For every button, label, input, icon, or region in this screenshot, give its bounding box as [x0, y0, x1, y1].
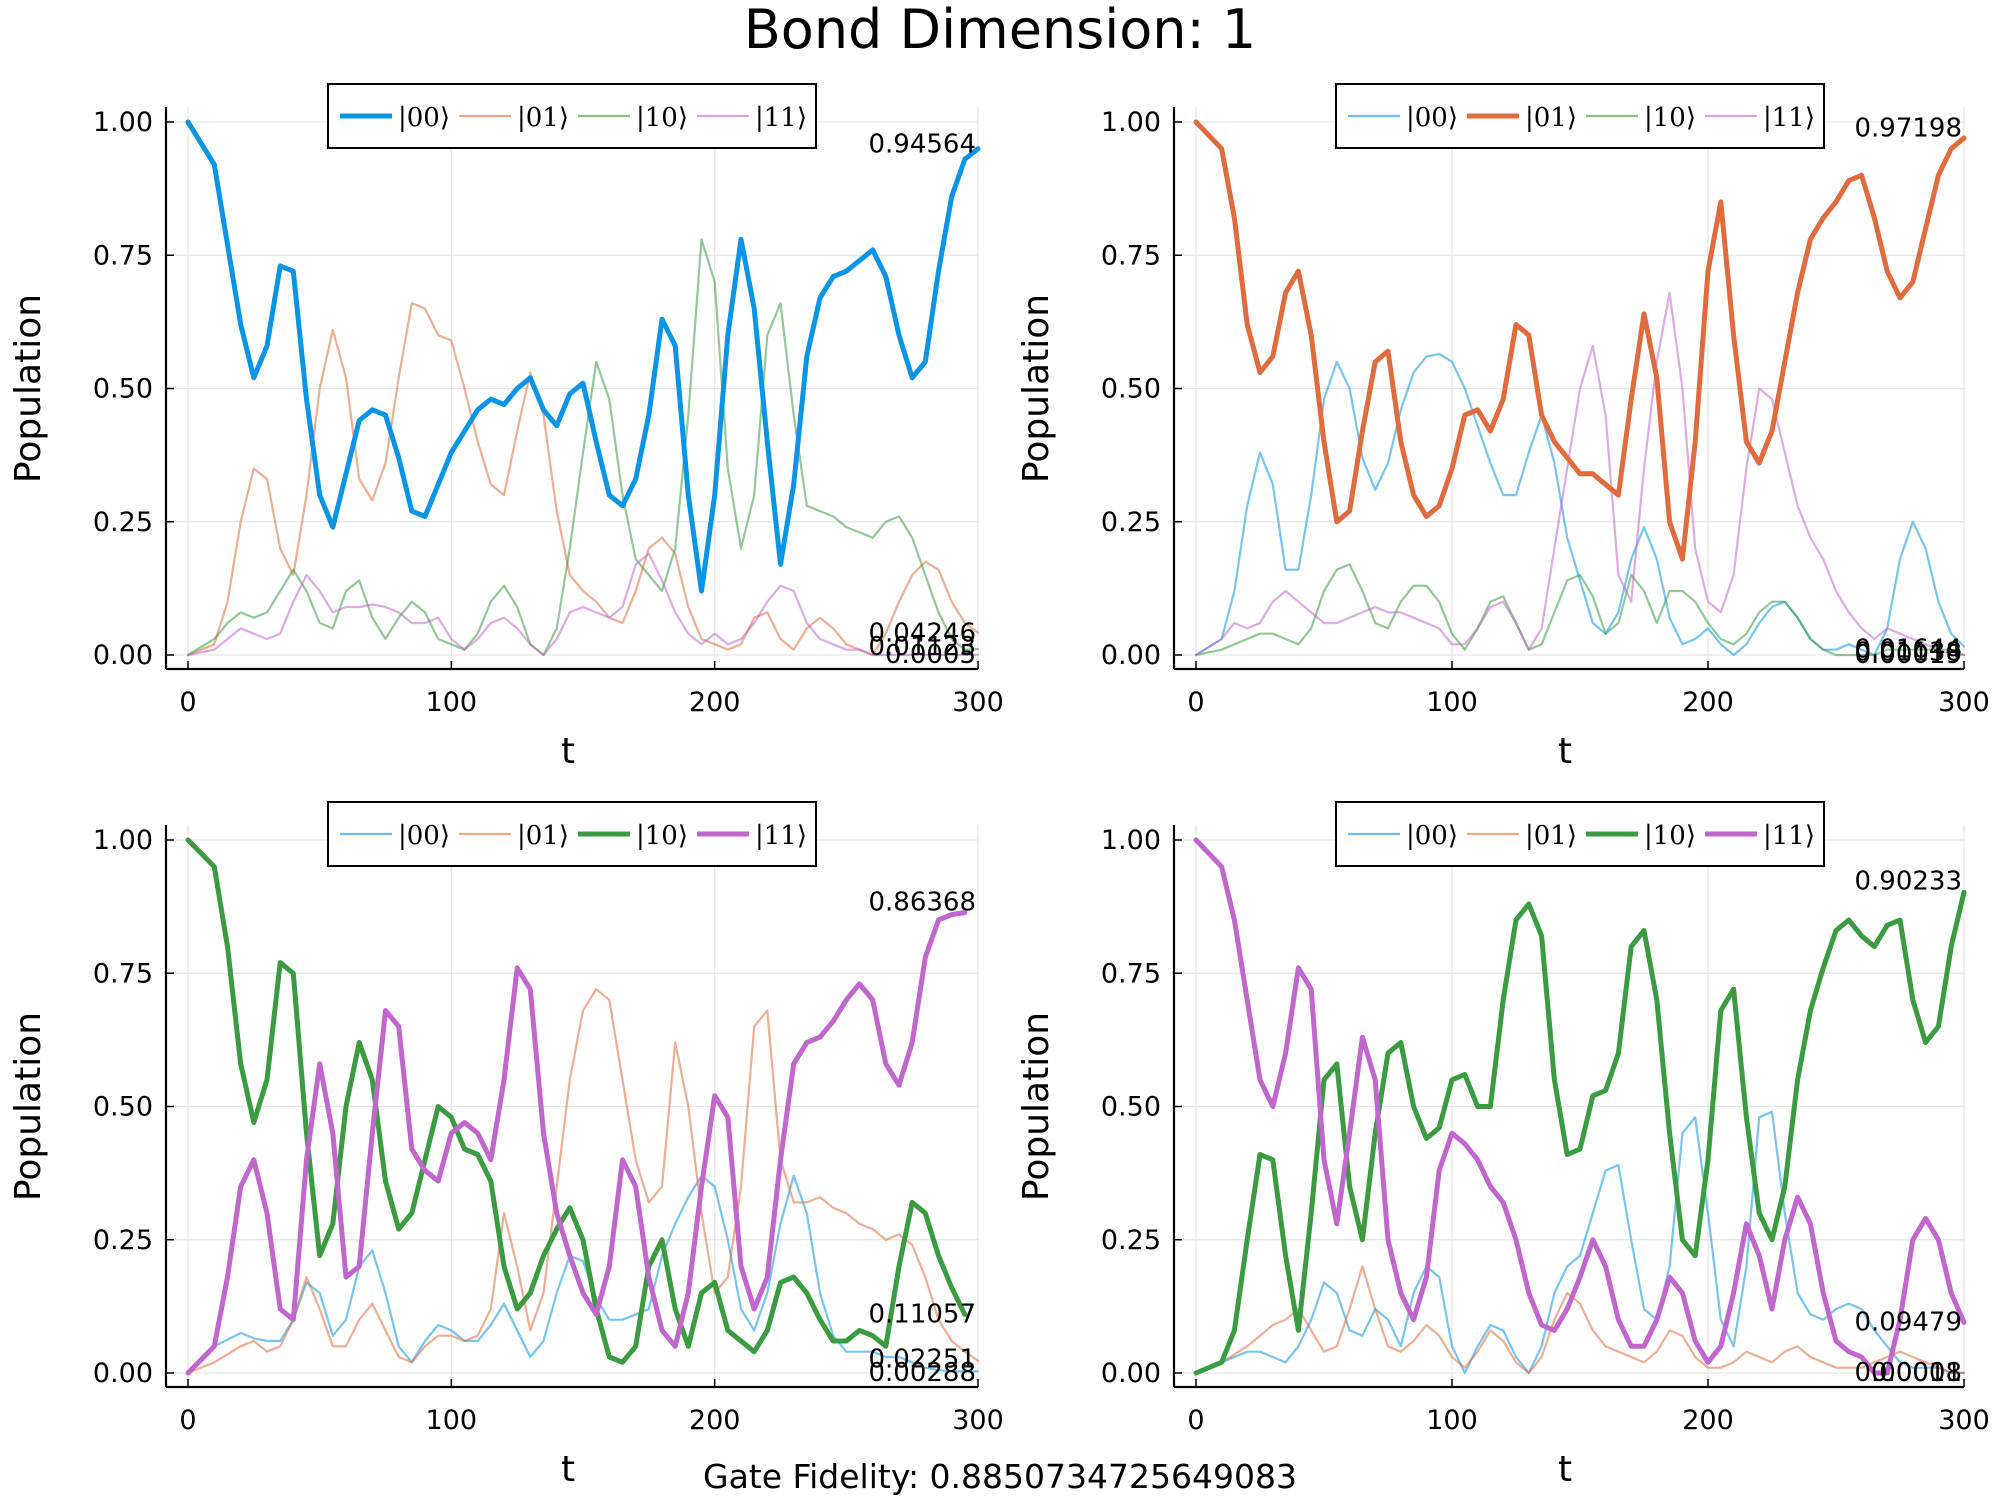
y-tick-label: 0.75: [1101, 958, 1161, 989]
y-tick-label: 0.50: [1101, 374, 1161, 405]
x-tick-label: 300: [952, 687, 1004, 718]
x-tick-label: 200: [689, 687, 741, 718]
end-value-label: 0.01123: [868, 632, 976, 662]
x-axis-label: t: [561, 731, 575, 772]
end-value-label: 0.01138: [1854, 637, 1962, 667]
x-tick-label: 300: [1938, 687, 1990, 718]
end-value-label: 0.0001: [1871, 1358, 1962, 1388]
legend-label: |10⟩: [636, 103, 688, 133]
gate-fidelity-label: Gate Fidelity: 0.8850734725649083: [703, 1457, 1297, 1496]
y-tick-label: 0.50: [93, 1092, 153, 1123]
series-line-01: [1193, 119, 1967, 562]
series-line-01: [186, 302, 980, 657]
legend-label: |00⟩: [398, 103, 450, 133]
x-tick-label: 0: [1187, 1405, 1204, 1436]
legend-label: |00⟩: [1406, 821, 1458, 851]
end-value-label: 0.00019: [1854, 640, 1962, 670]
y-tick-label: 0.75: [93, 958, 153, 989]
y-tick-label: 1.00: [1101, 107, 1161, 138]
y-tick-label: 0.25: [1101, 1225, 1161, 1256]
subplot-2: 0 100 200 300 0.00 0.25 0.50 0.75 1.00 t Populatio…: [1016, 83, 1990, 772]
legend-label: |10⟩: [1644, 103, 1696, 133]
series-line-00: [185, 119, 981, 594]
end-value-label: 0.0005: [885, 640, 976, 670]
x-tick-label: 300: [1938, 1405, 1990, 1436]
end-value-label: 0.00018: [1854, 1358, 1962, 1388]
figure-title: Bond Dimension: 1: [744, 0, 1257, 61]
x-axis-label: t: [1558, 731, 1572, 772]
x-tick-label: 300: [952, 1405, 1004, 1436]
y-tick-label: 0.00: [93, 1358, 153, 1389]
end-value-label: 0.09479: [1854, 1307, 1962, 1337]
y-tick-label: 0.75: [1101, 240, 1161, 271]
legend-label: |11⟩: [755, 821, 807, 851]
series-line-00: [1194, 352, 1966, 657]
y-tick-label: 0.00: [93, 640, 153, 671]
y-tick-label: 0.25: [93, 1225, 153, 1256]
subplot-4: 0 100 200 300 0.00 0.25 0.50 0.75 1.00 t Populatio…: [1016, 801, 1990, 1490]
x-tick-label: 100: [1426, 1405, 1478, 1436]
series-line-11: [1193, 837, 1967, 1376]
x-tick-label: 100: [426, 1405, 478, 1436]
legend-label: |10⟩: [1644, 821, 1696, 851]
legend-label: |00⟩: [1406, 103, 1458, 133]
legend-label: |01⟩: [1525, 103, 1577, 133]
series-line-11: [186, 552, 980, 657]
legend-label: |10⟩: [636, 821, 688, 851]
series-line-10: [185, 837, 968, 1365]
y-tick-label: 1.00: [93, 825, 153, 856]
x-tick-label: 200: [689, 1405, 741, 1436]
legend-label: |00⟩: [398, 821, 450, 851]
end-value-label: 0.11057: [868, 1299, 976, 1329]
end-value-label: 0.94564: [868, 130, 976, 160]
series-line-01: [1194, 1265, 1966, 1375]
y-tick-label: 0.00: [1101, 1358, 1161, 1389]
y-tick-label: 0.75: [93, 240, 153, 271]
y-tick-label: 1.00: [1101, 825, 1161, 856]
end-value-label: 0.90233: [1854, 866, 1962, 896]
x-tick-label: 0: [1187, 687, 1204, 718]
legend-label: |01⟩: [1525, 821, 1577, 851]
series-line-00: [1194, 1110, 1966, 1375]
y-tick-label: 0.50: [93, 374, 153, 405]
series-line-10: [1194, 563, 1966, 657]
series-line-10: [1193, 889, 1967, 1376]
legend-label: |01⟩: [517, 821, 569, 851]
y-axis-label: Population: [1016, 294, 1057, 483]
series-line-11: [185, 910, 968, 1376]
x-tick-label: 0: [179, 1405, 196, 1436]
y-axis-label: Population: [8, 1012, 49, 1201]
end-value-label: 0.97198: [1854, 114, 1962, 144]
legend-label: |11⟩: [1763, 821, 1815, 851]
end-value-label: 0.01644: [1854, 635, 1962, 665]
legend-label: |01⟩: [517, 103, 569, 133]
legend-label: |11⟩: [755, 103, 807, 133]
legend-label: |11⟩: [1763, 103, 1815, 133]
x-tick-label: 0: [179, 687, 196, 718]
y-axis-label: Population: [1016, 1012, 1057, 1201]
y-axis-label: Population: [8, 294, 49, 483]
series-line-11: [1194, 291, 1966, 657]
end-value-label: 0.00288: [868, 1358, 976, 1388]
x-axis-label: t: [561, 1449, 575, 1490]
x-tick-label: 100: [1426, 687, 1478, 718]
x-axis-label: t: [1558, 1449, 1572, 1490]
subplot-1: 0 100 200 300 0.00 0.25 0.50 0.75 1.00 t Populatio…: [8, 83, 1004, 772]
y-tick-label: 0.50: [1101, 1092, 1161, 1123]
series-line-01: [186, 988, 980, 1375]
series-line-00: [186, 1174, 980, 1375]
x-tick-label: 200: [1682, 687, 1734, 718]
end-value-label: 0.04246: [868, 619, 976, 649]
y-tick-label: 0.25: [93, 507, 153, 538]
x-tick-label: 200: [1682, 1405, 1734, 1436]
end-value-label: 0.86368: [868, 888, 976, 918]
x-tick-label: 100: [426, 687, 478, 718]
y-tick-label: 0.25: [1101, 507, 1161, 538]
end-value-label: 0.02251: [868, 1345, 976, 1375]
y-tick-label: 0.00: [1101, 640, 1161, 671]
series-line-10: [186, 238, 980, 657]
subplot-3: 0 100 200 300 0.00 0.25 0.50 0.75 1.00 t Populatio…: [8, 801, 1004, 1490]
y-tick-label: 1.00: [93, 107, 153, 138]
